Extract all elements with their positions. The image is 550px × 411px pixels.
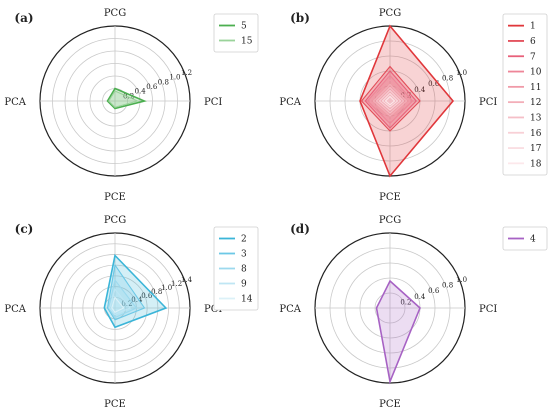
radial-tick-label: 0.6 [428, 80, 440, 88]
legend-box [502, 13, 548, 176]
series-polygon [364, 70, 418, 129]
axis-label-pcg: PCG [104, 8, 126, 19]
radial-tick-label: 0.6 [146, 83, 158, 91]
axis-label-pci: PCI [204, 97, 222, 108]
radial-tick-label: 0.8 [158, 78, 169, 86]
legend-label: 13 [530, 113, 542, 123]
series-polygon [360, 65, 421, 132]
panel-label: (c) [15, 222, 34, 236]
axis-label-pci: PCI [479, 97, 497, 108]
series-polygon [106, 87, 147, 110]
radial-tick-label: 1.0 [169, 74, 180, 82]
legend-label: 5 [241, 22, 247, 32]
series-polygon [381, 92, 399, 108]
axis-label-pca: PCA [279, 97, 301, 108]
legend-box [213, 226, 259, 311]
axis-label-pca: PCA [279, 304, 301, 315]
radial-tick-label: 0.6 [428, 287, 440, 295]
series-polygon [366, 74, 414, 125]
panel-label: (d) [290, 222, 310, 236]
legend-label: 18 [530, 159, 542, 169]
legend-box [502, 226, 548, 251]
series-polygon [384, 95, 396, 106]
series-polygon [108, 90, 140, 108]
legend-label: 14 [241, 295, 253, 305]
radial-tick-label: 1.4 [181, 276, 193, 284]
legend-label: 6 [530, 37, 536, 47]
radial-tick-label: 1.0 [456, 69, 467, 77]
axis-label-pcg: PCG [379, 215, 401, 226]
legend-label: 3 [241, 250, 247, 260]
radial-tick-label: 0.2 [400, 298, 411, 306]
axis-label-pcg: PCG [379, 8, 401, 19]
legend-label: 7 [530, 52, 536, 62]
axis-label-pci: PCI [204, 304, 222, 315]
legend-label: 4 [530, 235, 536, 245]
legend-label: 10 [530, 68, 542, 78]
radial-tick-label: 0.8 [442, 282, 453, 290]
axis-label-pca: PCA [4, 97, 26, 108]
radial-tick-label: 1.2 [181, 69, 192, 77]
axis-label-pci: PCI [479, 304, 497, 315]
legend-box [213, 13, 259, 53]
legend-label: 8 [241, 265, 247, 275]
radial-tick-label: 0.4 [131, 296, 143, 304]
radial-tick-label: 1.0 [161, 284, 172, 292]
legend: 5 15 [213, 13, 259, 53]
axis-label-pce: PCE [104, 399, 126, 410]
radial-tick-label: 0.8 [151, 288, 162, 296]
axis-label-pce: PCE [379, 192, 401, 203]
radial-tick-label: 0.8 [442, 75, 453, 83]
radar-panel: 0.20.40.60.81.01.2 PCG PCI PCE PCA (a) 5 15 [4, 8, 259, 203]
series-polygon [378, 89, 402, 111]
panel-label: (b) [290, 11, 310, 25]
radial-tick-label: 0.2 [123, 92, 134, 100]
series-polygon [375, 279, 421, 385]
legend-label: 1 [530, 22, 536, 32]
series-polygon [111, 296, 125, 313]
radial-tick-label: 0.6 [141, 292, 153, 300]
series-polygon [372, 83, 408, 117]
radar-panel: 0.20.40.60.81.01.21.4PCGPCIPCEPCA(c)2389… [4, 215, 259, 410]
legend-label: 2 [241, 235, 247, 245]
radial-tick-label: 0.4 [414, 86, 426, 94]
panel-label: (a) [14, 11, 33, 25]
radial-tick-label: 1.0 [456, 276, 467, 284]
radial-tick-label: 0.4 [414, 293, 426, 301]
radial-tick-label: 1.2 [171, 280, 182, 288]
axis-label-pce: PCE [104, 192, 126, 203]
radial-tick-label: 0.2 [400, 91, 411, 99]
legend: 4 [502, 226, 548, 251]
series-polygon [108, 288, 131, 316]
radial-tick-label: 0.4 [135, 88, 147, 96]
radar-panel: 0.20.40.60.81.0PCGPCIPCEPCA(b)1671011121… [279, 8, 548, 203]
axis-label-pca: PCA [4, 304, 26, 315]
legend-label: 11 [530, 83, 541, 93]
legend-label: 12 [530, 98, 541, 108]
legend-label: 16 [530, 129, 542, 139]
axis-label-pcg: PCG [104, 215, 126, 226]
series-polygon [375, 86, 405, 114]
axis-label-pce: PCE [379, 399, 401, 410]
legend-label: 15 [241, 37, 253, 47]
series-polygon [369, 79, 411, 122]
legend-label: 17 [530, 144, 542, 154]
legend-label: 9 [241, 280, 247, 290]
legend: 2 3 8 9 14 [213, 226, 259, 311]
radar-panel: 0.20.40.60.81.0 PCG PCI PCE PCA (d) 4 [279, 215, 548, 410]
